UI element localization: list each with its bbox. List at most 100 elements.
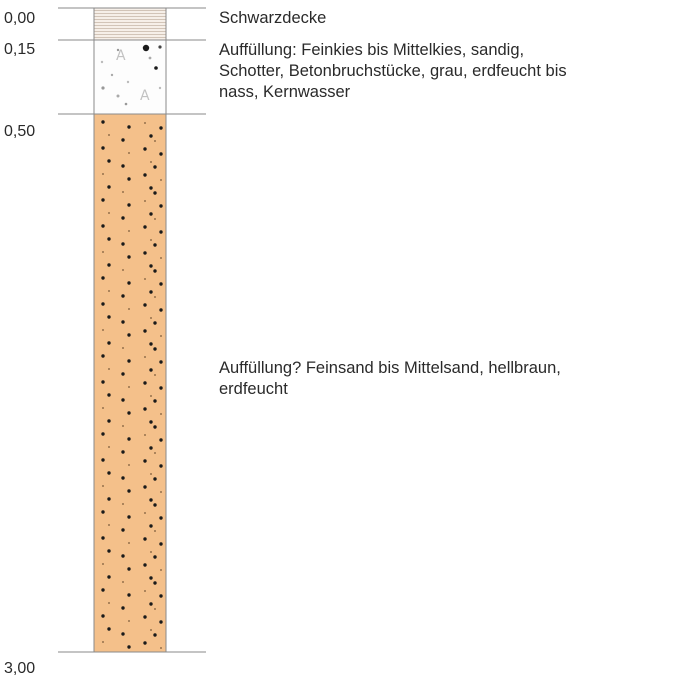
sand-dot	[128, 386, 130, 388]
sand-dot	[153, 477, 157, 481]
sand-dot	[107, 419, 111, 423]
sand-dot	[101, 588, 105, 592]
sand-dot	[149, 290, 153, 294]
sand-dot	[159, 620, 163, 624]
sand-dot	[102, 485, 104, 487]
sand-dot	[121, 632, 125, 636]
sand-dot	[159, 464, 163, 468]
sand-dot	[122, 503, 124, 505]
sand-dot	[154, 452, 156, 454]
sand-dot	[160, 257, 162, 259]
description-sand: Auffüllung? Feinsand bis Mittelsand, hel…	[219, 358, 561, 400]
sand-dot	[108, 446, 110, 448]
sand-dot	[149, 446, 153, 450]
sand-dot	[127, 177, 131, 181]
sand-dot	[128, 620, 130, 622]
sand-dot	[128, 152, 130, 154]
sand-dot	[121, 138, 125, 142]
sand-dot	[154, 140, 156, 142]
sand-dot	[107, 393, 111, 397]
sand-dot	[143, 615, 147, 619]
sand-dot	[153, 399, 157, 403]
sand-dot	[159, 282, 163, 286]
sand-dot	[128, 230, 130, 232]
sand-dot	[144, 278, 146, 280]
sand-dot	[149, 264, 153, 268]
depth-label-0-00: 0,00	[4, 10, 35, 27]
sand-dot	[160, 335, 162, 337]
sand-dot	[153, 347, 157, 351]
sand-dot	[149, 186, 153, 190]
sand-dot	[159, 204, 163, 208]
sand-dot	[149, 212, 153, 216]
sand-dot	[159, 360, 163, 364]
sand-dot	[143, 381, 147, 385]
sand-dot	[143, 303, 147, 307]
sand-dot	[143, 459, 147, 463]
sand-dot	[159, 542, 163, 546]
sand-dot	[160, 413, 162, 415]
sand-dot	[101, 510, 105, 514]
sand-dot-pattern	[101, 120, 163, 649]
sand-dot	[121, 294, 125, 298]
sand-dot	[154, 296, 156, 298]
description-asphalt-line-1: Schwarzdecke	[219, 9, 327, 27]
description-asphalt: Schwarzdecke	[219, 8, 326, 29]
sand-dot	[153, 243, 157, 247]
sand-dot	[122, 191, 124, 193]
sand-dot	[127, 515, 131, 519]
sand-dot	[159, 594, 163, 598]
sand-dot	[153, 581, 157, 585]
sand-dot	[108, 134, 110, 136]
sand-dot	[127, 255, 131, 259]
sand-dot	[149, 134, 153, 138]
sand-dot	[121, 164, 125, 168]
sand-dot	[101, 380, 105, 384]
sand-dot	[107, 185, 111, 189]
sand-dot	[121, 528, 125, 532]
sand-dot	[150, 317, 152, 319]
sand-dot	[160, 179, 162, 181]
sand-dot	[107, 575, 111, 579]
sand-dot	[101, 354, 105, 358]
sand-dot	[107, 237, 111, 241]
sand-dot	[101, 146, 105, 150]
layer-sand	[93, 113, 167, 653]
sand-dot	[102, 329, 104, 331]
sand-dot	[153, 269, 157, 273]
sand-dot	[127, 203, 131, 207]
sand-dot	[143, 563, 147, 567]
sand-dot	[159, 308, 163, 312]
sand-dot	[159, 126, 163, 130]
sand-dot	[101, 276, 105, 280]
sand-dot	[144, 512, 146, 514]
sand-dot	[149, 368, 153, 372]
sand-dot	[144, 200, 146, 202]
sand-dot	[121, 554, 125, 558]
depth-label-3-00: 3,00	[4, 660, 35, 677]
description-gravel-fill: Auffüllung: Feinkies bis Mittelkies, san…	[219, 40, 567, 103]
sand-dot	[153, 191, 157, 195]
sand-dot	[143, 329, 147, 333]
sand-dot	[127, 645, 131, 649]
sand-dot	[143, 225, 147, 229]
sand-dot	[153, 425, 157, 429]
sand-dot	[102, 173, 104, 175]
sand-dot	[127, 567, 131, 571]
sand-dot	[159, 152, 163, 156]
sand-dot	[108, 602, 110, 604]
sand-dot	[144, 122, 146, 124]
sand-dot	[127, 359, 131, 363]
sand-dot	[149, 342, 153, 346]
sand-dot	[101, 224, 105, 228]
sand-dot	[149, 498, 153, 502]
sand-dot	[107, 315, 111, 319]
sand-dot	[107, 341, 111, 345]
sand-dot	[101, 458, 105, 462]
sand-dot	[154, 218, 156, 220]
sand-dot	[127, 411, 131, 415]
sand-dot	[153, 503, 157, 507]
sand-dot	[153, 321, 157, 325]
sand-dot	[127, 125, 131, 129]
sand-dot	[150, 239, 152, 241]
